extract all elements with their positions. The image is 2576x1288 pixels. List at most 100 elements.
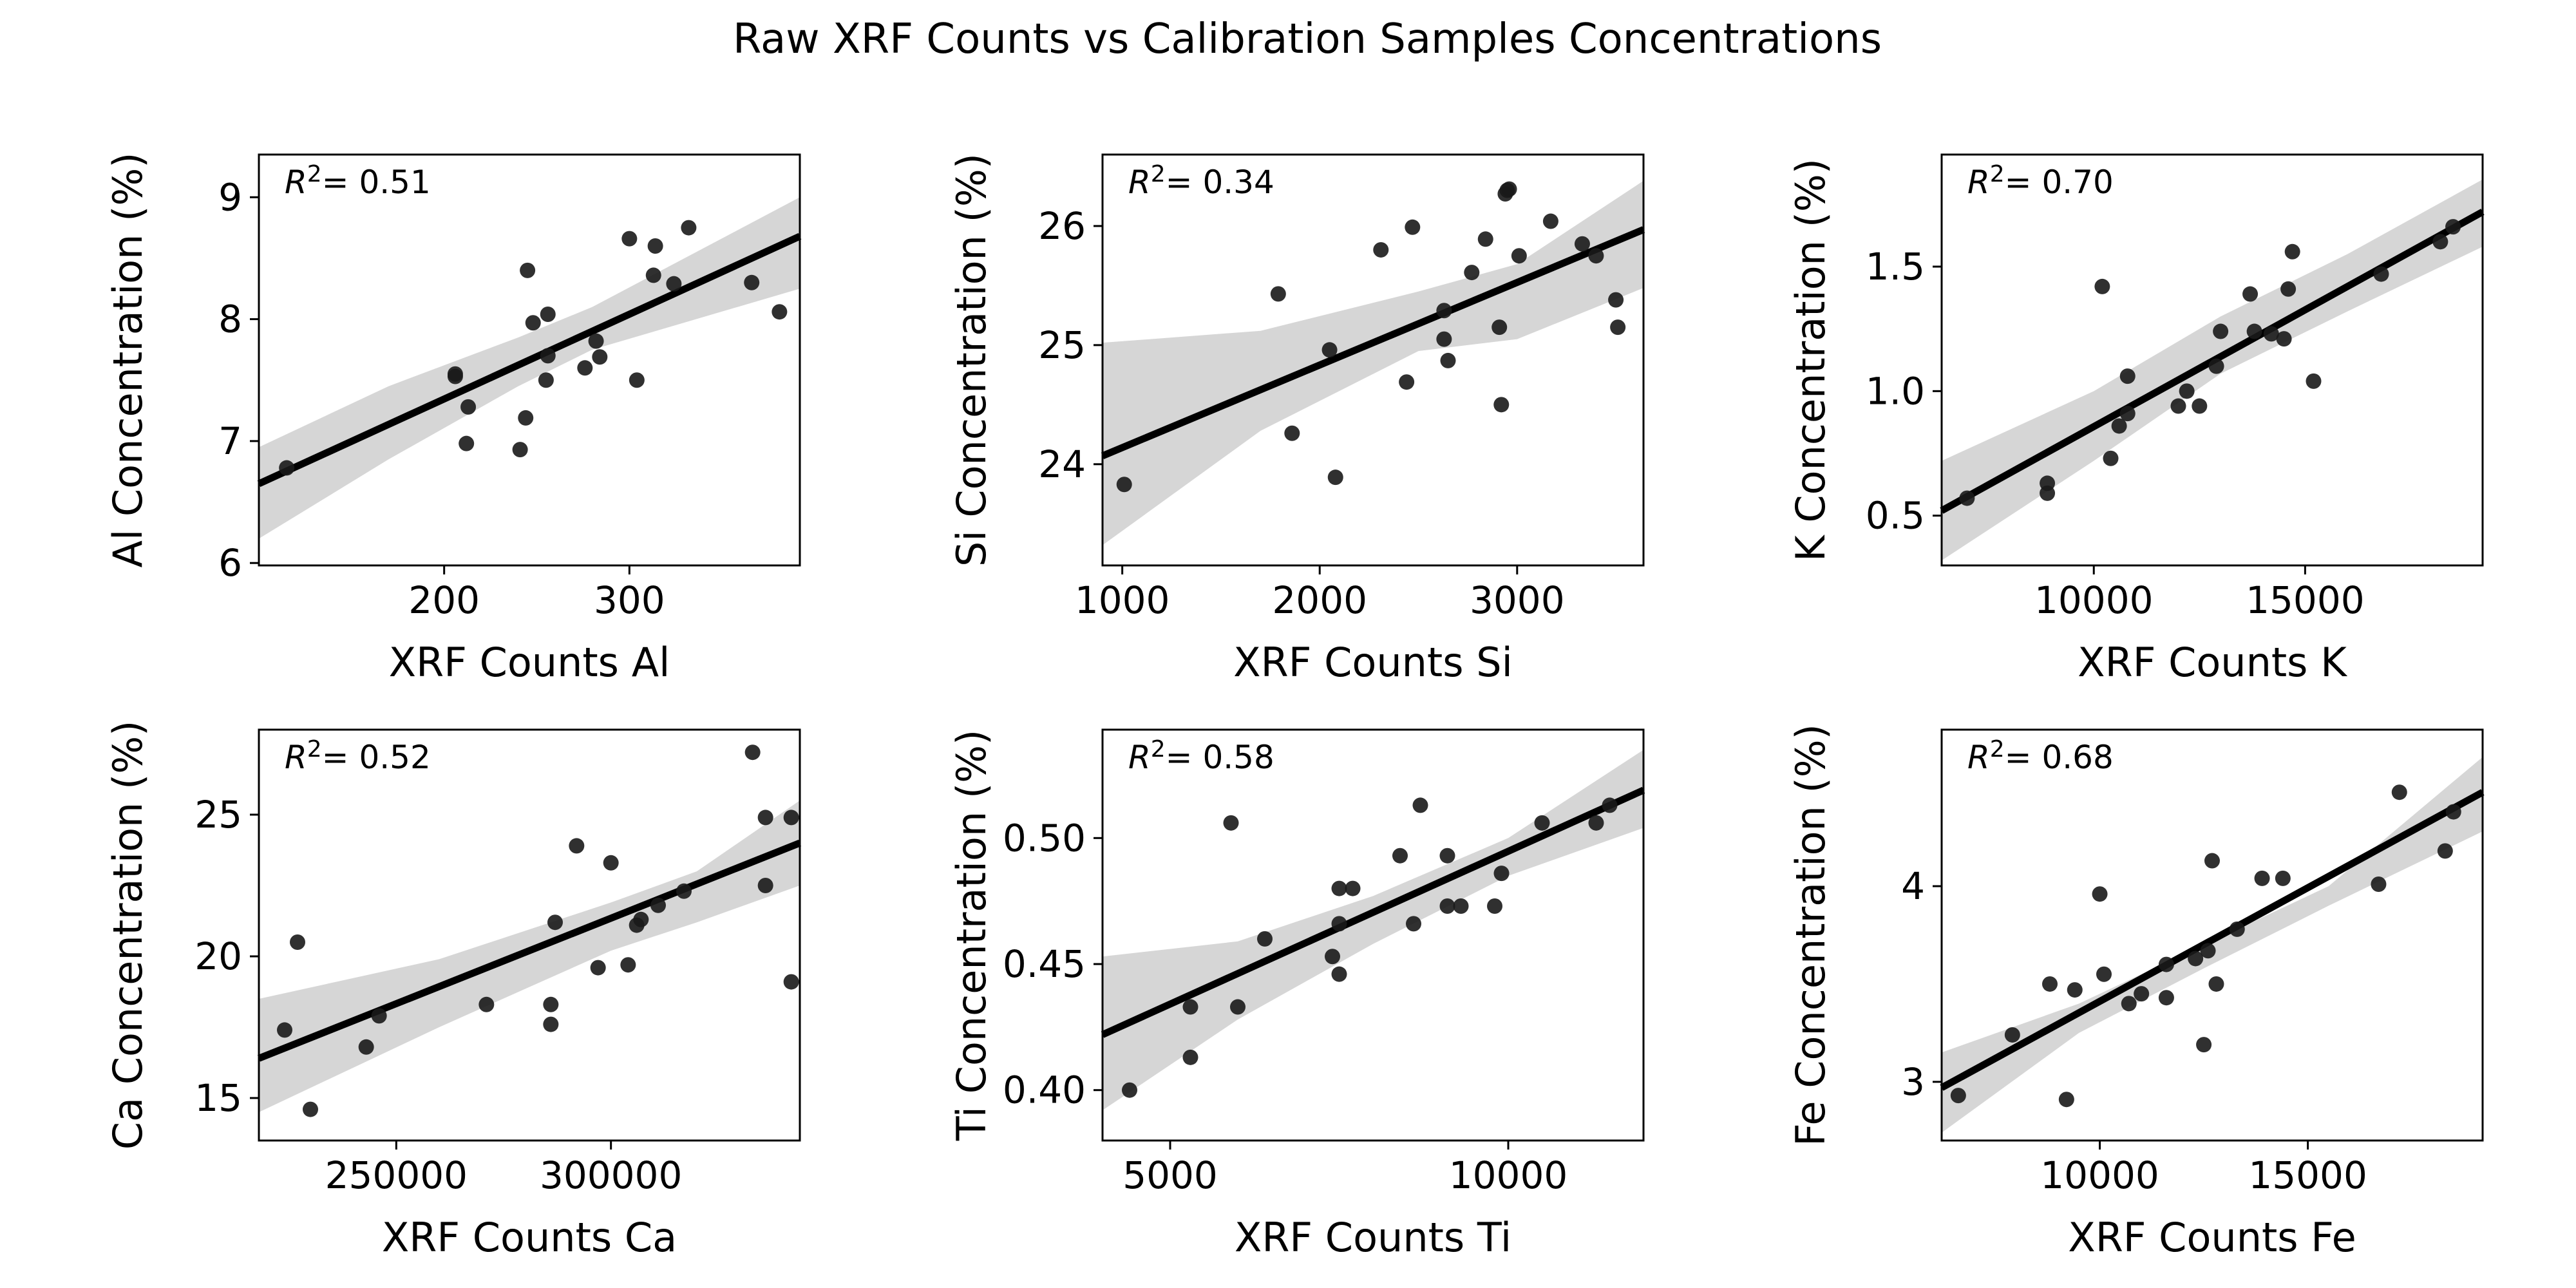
data-point [681,220,697,236]
data-point [772,304,788,320]
axes-frame [1101,728,1645,1142]
data-point [1284,425,1300,441]
x-tick-label: 15000 [2246,578,2365,622]
data-point [2275,870,2291,886]
subplot-grid: 200 300 6 7 8 9 XRF Counts Al Al Concentration … [104,153,2485,1261]
data-point [1439,848,1455,864]
data-point [1453,898,1469,914]
data-point [1405,219,1421,235]
regression-line [1940,789,2485,1091]
data-point [512,442,528,458]
data-point [1270,286,1286,302]
data-point [543,996,559,1012]
data-point [588,333,604,349]
data-point [2371,876,2387,893]
data-point [1950,1088,1966,1104]
data-point [2040,485,2056,501]
y-axis-label: Al Concentration (%) [104,153,151,568]
data-point [1331,880,1347,896]
y-tick-label: 26 [1038,204,1086,248]
y-tick-label: 3 [1901,1060,1925,1104]
y-axis-label: Ti Concentration (%) [948,730,995,1142]
y-tick-label: 0.40 [1003,1068,1086,1112]
y-axis-label: Si Concentration (%) [948,153,995,567]
data-point [1230,999,1245,1015]
data-point [577,360,593,376]
confidence-band [259,197,800,539]
data-point [1122,1082,1137,1098]
regression-line [257,839,802,1062]
regression-line [1101,226,1645,459]
r-squared-annotation: R2= 0.68 [1967,736,2114,776]
data-point [1412,797,1428,813]
data-point [2192,398,2208,414]
data-point [633,911,649,927]
data-point [358,1039,374,1055]
x-axis-label: XRF Counts Fe [2068,1214,2356,1261]
data-point [2134,986,2150,1002]
y-tick-label: 1.0 [1866,369,1925,413]
axes-frame [1940,728,2484,1142]
x-tick-label: 1000 [1075,578,1170,622]
data-point [2067,982,2083,998]
y-tick-label: 7 [218,419,242,463]
data-point [2103,450,2119,466]
data-point [2229,921,2245,937]
data-point [525,315,541,331]
data-point [540,348,556,364]
data-point [1345,880,1361,896]
x-tick-label: 2000 [1272,578,1367,622]
y-axis-label: Ca Concentration (%) [104,721,151,1150]
figure-title: Raw XRF Counts vs Calibration Samples Co… [733,15,1882,63]
data-point [1116,477,1132,493]
subplot-fe: 10000 15000 3 4 XRF Counts Fe Fe Concentratio… [1787,724,2485,1261]
data-point [629,372,645,388]
r-squared-annotation: R2= 0.51 [285,161,431,201]
y-tick-label: 4 [1901,864,1925,908]
x-tick-label: 10000 [2040,1153,2159,1197]
data-point [2445,804,2461,820]
data-point [757,810,773,826]
x-tick-label: 10000 [2034,578,2154,622]
confidence-band [1103,750,1643,1111]
data-point [2004,1027,2020,1043]
y-tick-label: 25 [1038,323,1086,367]
data-point [1464,265,1480,281]
data-point [2058,1092,2074,1108]
data-point [2170,398,2186,414]
x-axis-label: XRF Counts Ti [1235,1214,1511,1261]
data-point [2179,383,2195,399]
data-point [1440,352,1456,368]
data-point [1501,181,1517,197]
x-tick-label: 10000 [1449,1153,1568,1197]
data-point [2445,219,2461,235]
data-point [2188,951,2204,967]
data-point [1588,248,1604,264]
data-point [1574,236,1590,252]
data-point [2096,966,2112,982]
data-point [1327,469,1343,486]
data-point [2158,956,2174,972]
y-tick-label: 24 [1038,442,1086,486]
y-tick-label: 20 [194,934,242,978]
data-point [1436,303,1452,319]
data-point [1223,815,1239,831]
data-point [520,262,536,278]
y-axis-label: Fe Concentration (%) [1787,724,1834,1146]
data-point [647,238,663,254]
data-point [540,307,556,323]
data-point [2111,418,2127,434]
data-point [2246,323,2262,339]
regression-line [1101,786,1645,1038]
y-tick-label: 0.5 [1866,494,1925,538]
y-axis-label: K Concentration (%) [1787,158,1834,562]
regression-line [257,232,802,488]
data-point [447,366,463,382]
subplot-k: 10000 15000 0.5 1.0 1.5 XRF Counts K K Concent… [1787,153,2485,686]
data-point [645,267,661,283]
data-point [2200,943,2216,959]
y-tick-label: 9 [218,175,242,219]
data-point [666,276,682,292]
data-point [1373,242,1389,258]
